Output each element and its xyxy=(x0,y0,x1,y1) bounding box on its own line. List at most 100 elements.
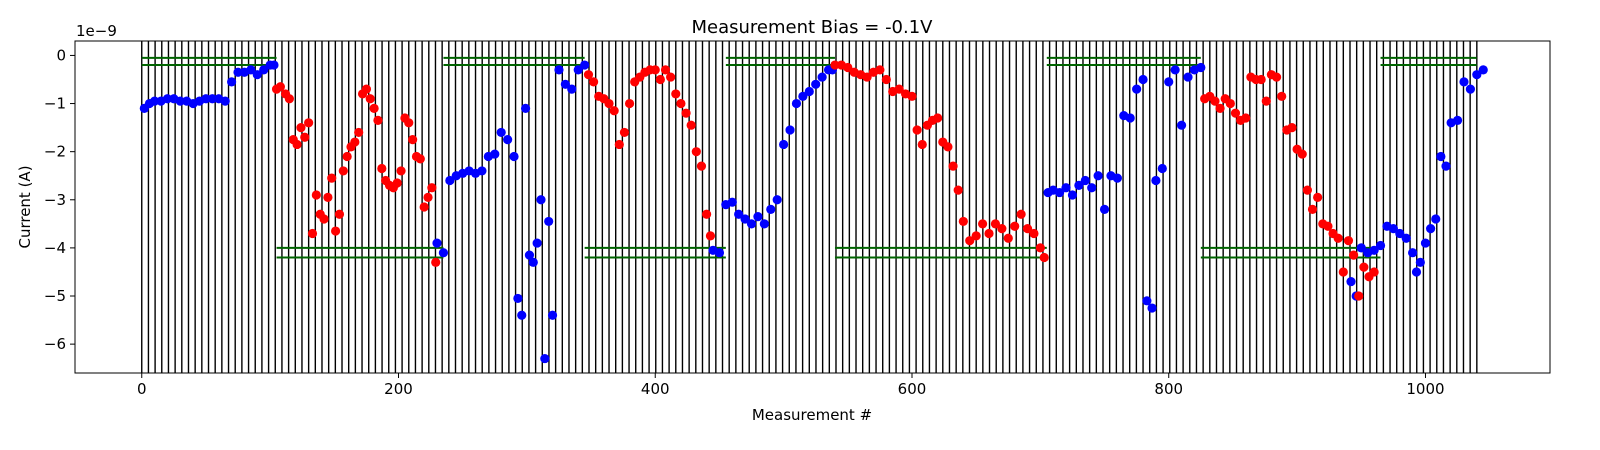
data-point xyxy=(220,96,230,106)
data-point xyxy=(1055,187,1065,198)
data-point xyxy=(804,86,814,97)
data-point xyxy=(933,113,943,123)
data-point xyxy=(759,219,769,229)
data-point xyxy=(536,195,546,205)
data-point xyxy=(1369,245,1379,255)
data-point xyxy=(1343,236,1354,246)
x-tick-label: 400 xyxy=(641,380,670,398)
data-point xyxy=(373,115,383,125)
data-point xyxy=(423,192,433,202)
data-point xyxy=(990,219,1001,229)
data-point xyxy=(660,65,671,75)
data-point xyxy=(740,214,750,224)
data-point xyxy=(1333,233,1343,243)
data-point xyxy=(817,72,827,82)
y-tick-label: −6 xyxy=(44,335,66,353)
y-tick-label: −5 xyxy=(44,287,66,305)
data-point xyxy=(843,62,853,73)
data-point xyxy=(207,94,217,104)
data-point xyxy=(1415,257,1425,267)
data-point xyxy=(300,132,310,142)
data-point xyxy=(369,103,379,113)
data-point xyxy=(233,67,243,77)
data-point xyxy=(798,91,808,101)
data-point xyxy=(894,84,904,94)
data-point xyxy=(175,96,185,106)
data-point xyxy=(1297,149,1307,159)
y-tick-label: −4 xyxy=(44,239,66,257)
data-point xyxy=(560,79,570,89)
data-point xyxy=(547,310,558,320)
x-axis-label: Measurement # xyxy=(752,406,872,424)
data-point xyxy=(350,137,360,147)
data-point xyxy=(396,166,406,176)
data-point xyxy=(419,202,429,212)
data-point xyxy=(445,175,455,186)
data-point xyxy=(734,209,744,219)
data-points xyxy=(139,60,1488,364)
data-point xyxy=(1183,72,1193,82)
data-point xyxy=(1022,224,1033,234)
data-point xyxy=(1441,161,1451,171)
chart-title: Measurement Bias = -0.1V xyxy=(691,17,933,38)
data-point xyxy=(1061,183,1071,193)
data-point xyxy=(1210,96,1220,106)
data-point xyxy=(1313,192,1323,202)
data-point xyxy=(269,60,279,70)
data-point xyxy=(1465,84,1476,94)
data-point xyxy=(490,149,500,159)
data-point xyxy=(1147,303,1157,313)
data-point xyxy=(377,163,387,174)
data-point xyxy=(296,123,306,133)
data-point xyxy=(971,231,981,241)
data-point xyxy=(567,84,577,94)
data-point xyxy=(338,166,348,176)
data-point xyxy=(1348,250,1359,260)
y-tick-label: −2 xyxy=(44,143,66,161)
data-point xyxy=(1369,267,1379,277)
data-point xyxy=(1271,72,1282,82)
data-point xyxy=(361,84,372,94)
data-point xyxy=(252,70,262,80)
data-point xyxy=(1125,113,1135,123)
data-point xyxy=(1151,175,1161,186)
data-point xyxy=(1408,248,1418,258)
data-point xyxy=(517,310,527,320)
data-point xyxy=(681,108,691,118)
data-point xyxy=(619,127,630,138)
data-point xyxy=(1436,151,1446,162)
data-point xyxy=(785,125,795,135)
data-point xyxy=(1016,209,1026,219)
data-point xyxy=(881,74,891,85)
data-point xyxy=(766,204,776,215)
data-point xyxy=(779,139,789,150)
data-point xyxy=(609,106,619,116)
data-point xyxy=(1261,96,1271,106)
data-point xyxy=(1176,120,1187,130)
data-point xyxy=(1029,228,1039,239)
y-axis-label: Current (A) xyxy=(16,165,34,248)
y-tick-label: 0 xyxy=(56,46,66,64)
x-tick-label: 0 xyxy=(137,380,147,398)
x-tick-label: 1000 xyxy=(1406,380,1444,398)
data-point xyxy=(965,236,975,246)
data-point xyxy=(1478,65,1488,75)
data-point xyxy=(227,77,237,87)
data-point xyxy=(292,139,302,150)
data-point xyxy=(1277,91,1287,101)
data-point xyxy=(1170,65,1180,75)
data-point xyxy=(330,226,341,236)
data-point xyxy=(1388,224,1398,234)
data-point xyxy=(304,118,314,128)
y-tick-label: −3 xyxy=(44,191,66,209)
data-point xyxy=(1196,62,1206,73)
data-point xyxy=(1338,267,1348,277)
data-point xyxy=(275,82,285,92)
data-point xyxy=(953,185,963,195)
data-point xyxy=(583,70,594,80)
data-point xyxy=(1132,84,1142,94)
x-tick-label: 600 xyxy=(898,380,927,398)
data-point xyxy=(1241,113,1251,123)
data-point xyxy=(1472,70,1482,80)
data-point xyxy=(943,142,953,152)
